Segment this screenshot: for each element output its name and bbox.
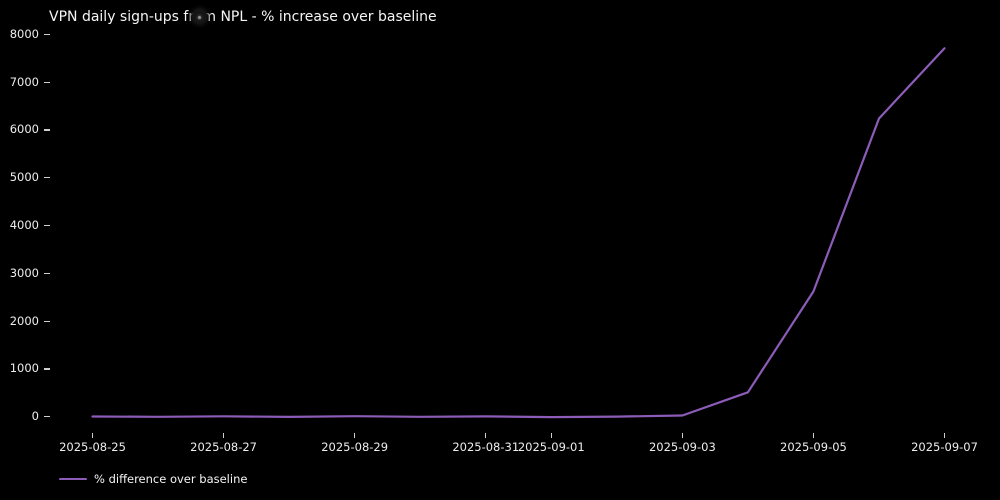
y-tick-label: 2000 <box>9 313 39 328</box>
x-tick-label: 2025-08-31 <box>452 440 520 454</box>
legend: % difference over baseline <box>59 471 247 487</box>
y-tick-label: 1000 <box>9 361 39 376</box>
y-tick-label: 0 <box>31 409 39 424</box>
cursor-artifact-dot <box>198 16 201 19</box>
x-tick-mark <box>943 432 946 438</box>
chart-title: VPN daily sign-ups from NPL - % increase… <box>49 9 437 25</box>
y-tick-mark <box>44 368 50 370</box>
y-tick-label: 4000 <box>9 218 39 233</box>
x-tick-label: 2025-09-07 <box>911 440 978 454</box>
x-tick-mark <box>354 432 356 438</box>
y-tick-mark <box>44 416 50 418</box>
y-tick-label: 5000 <box>9 170 39 185</box>
x-tick-mark <box>681 432 684 438</box>
x-tick-mark <box>485 432 487 438</box>
legend-line-swatch <box>59 477 87 481</box>
y-tick-label: 6000 <box>9 122 39 137</box>
legend-label: % difference over baseline <box>94 472 248 486</box>
x-tick-label: 2025-09-05 <box>780 440 847 454</box>
x-tick-mark <box>222 432 225 438</box>
x-tick-label: 2025-09-03 <box>648 440 716 454</box>
x-tick-label: 2025-08-27 <box>190 440 257 454</box>
y-tick-mark <box>44 129 50 131</box>
y-tick-label: 8000 <box>9 26 39 41</box>
cursor-artifact <box>192 9 207 24</box>
x-tick-label: 2025-08-25 <box>59 440 126 454</box>
x-tick-label: 2025-09-01 <box>517 440 585 454</box>
y-tick-mark <box>44 272 50 275</box>
y-tick-label: 3000 <box>9 265 39 280</box>
x-tick-mark <box>812 432 815 438</box>
y-tick-mark <box>44 320 50 322</box>
y-tick-mark <box>44 177 50 179</box>
y-tick-mark <box>44 33 50 36</box>
y-tick-label: 7000 <box>9 74 39 89</box>
x-tick-label: 2025-08-29 <box>321 440 389 454</box>
x-tick-mark <box>550 432 552 438</box>
y-tick-mark <box>44 81 50 83</box>
x-tick-mark <box>91 432 94 438</box>
y-tick-mark <box>44 224 50 227</box>
line-series <box>91 47 946 419</box>
